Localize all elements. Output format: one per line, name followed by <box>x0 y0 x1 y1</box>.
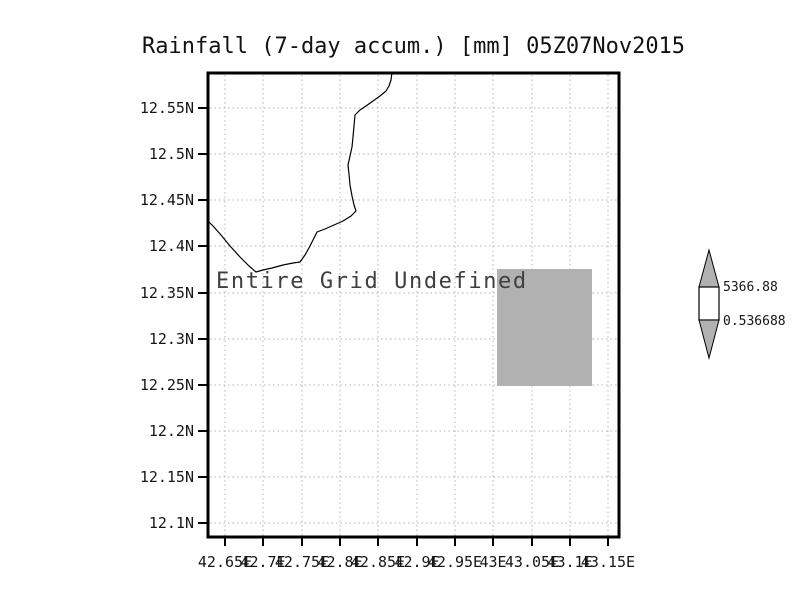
x-axis-tick-label: 42.8E <box>317 553 363 571</box>
plot-title: Rainfall (7-day accum.) [mm] 05Z07Nov201… <box>142 34 686 59</box>
x-axis-tick-label: 42.85E <box>350 553 406 571</box>
y-axis-labels: 12.55N 12.5N 12.45N 12.4N 12.35N 12.3N 12.25N 1… <box>0 0 194 612</box>
coastline-path <box>206 71 393 273</box>
y-axis-tick-label: 12.3N <box>148 330 194 348</box>
colorbar-max-label: 5366.88 <box>723 280 778 295</box>
x-axis-tick-label: 43.15E <box>580 553 636 571</box>
y-axis-tick-label: 12.1N <box>148 514 194 532</box>
colorbar-min-label: 0.536688 <box>723 314 786 329</box>
y-axis-tick-label: 12.45N <box>139 191 194 209</box>
grid-undefined-annotation: Entire Grid Undefined <box>216 269 528 294</box>
plot-frame <box>206 71 621 539</box>
y-axis-tick-label: 12.2N <box>148 422 194 440</box>
colorbar-top-arrow <box>698 248 720 288</box>
x-axis-tick-label: 42.95E <box>427 553 483 571</box>
colorbar-bottom-arrow <box>698 319 720 360</box>
x-axis-tick-label: 42.7E <box>240 553 286 571</box>
y-axis-tick-label: 12.4N <box>148 237 194 255</box>
y-axis-tick-label: 12.15N <box>139 468 194 486</box>
y-axis-tick-label: 12.55N <box>139 99 194 117</box>
x-axis-tick-label: 43E <box>479 553 507 571</box>
x-axis-tick-label: 42.9E <box>394 553 440 571</box>
x-axis-tick-label: 42.65E <box>197 553 253 571</box>
y-axis-tick-label: 12.5N <box>148 145 194 163</box>
colorbar-body <box>698 286 720 321</box>
y-axis-tick-label: 12.35N <box>139 284 194 302</box>
x-axis-labels: 42.65E 42.7E 42.75E 42.8E 42.85E 42.9E 42.95E 4… <box>0 554 792 574</box>
x-axis-tick-label: 43.1E <box>547 553 593 571</box>
x-axis-tick-label: 42.75E <box>274 553 330 571</box>
undefined-region-shade <box>497 269 592 386</box>
x-axis-tick-label: 43.05E <box>504 553 560 571</box>
y-axis-tick-label: 12.25N <box>139 376 194 394</box>
